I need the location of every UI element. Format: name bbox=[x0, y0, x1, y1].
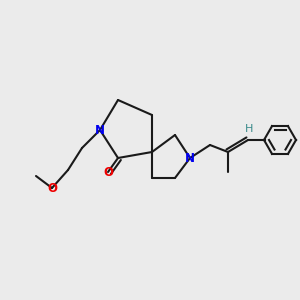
Text: H: H bbox=[245, 124, 253, 134]
Text: N: N bbox=[95, 124, 105, 136]
Text: O: O bbox=[47, 182, 57, 194]
Text: O: O bbox=[103, 166, 113, 178]
Text: N: N bbox=[185, 152, 195, 164]
